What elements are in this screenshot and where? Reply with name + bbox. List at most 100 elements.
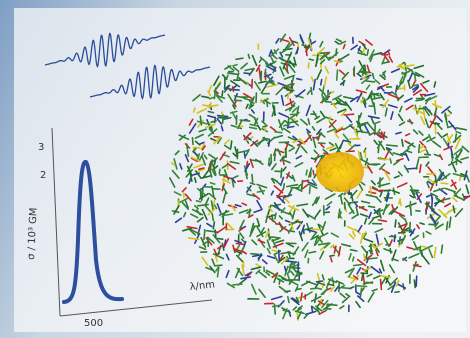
bond (384, 190, 390, 191)
bond (319, 143, 325, 144)
bond (452, 154, 453, 161)
bond (378, 144, 379, 152)
bond (294, 262, 295, 267)
bond (387, 145, 398, 146)
bond (213, 222, 214, 229)
bond (284, 125, 289, 126)
bond (354, 67, 355, 75)
bond (212, 189, 220, 190)
bond (421, 246, 427, 247)
bond (263, 126, 267, 127)
bond (362, 132, 369, 133)
bond (197, 201, 201, 202)
bond (233, 87, 234, 91)
bond (231, 141, 232, 148)
bond (309, 59, 313, 60)
bond (233, 284, 242, 285)
bond (251, 254, 259, 255)
bond (344, 114, 353, 115)
bond (370, 187, 371, 195)
bond (281, 169, 282, 178)
bond (306, 170, 307, 175)
bond (204, 230, 205, 240)
bond (406, 168, 417, 169)
y-tick-label: 2 (40, 170, 46, 181)
bond (441, 245, 442, 253)
bond (311, 88, 312, 95)
bond (447, 222, 448, 230)
bond (400, 200, 401, 205)
bond (425, 154, 431, 155)
bond (296, 222, 301, 223)
bond (330, 255, 334, 256)
bond (236, 58, 243, 59)
bond (215, 265, 222, 266)
bond (441, 183, 448, 184)
bond (367, 258, 377, 259)
bond (374, 94, 375, 99)
x-tick-label: 500 (84, 318, 103, 329)
bond (432, 198, 433, 208)
bond (429, 224, 437, 225)
cover-art: 3 2 500 λ/nm σ / 10³ GM (0, 0, 470, 338)
bond (395, 220, 396, 227)
bond (249, 209, 250, 216)
bond (312, 307, 313, 312)
bond (287, 127, 293, 128)
bond (244, 73, 249, 74)
bond (283, 184, 284, 189)
bond (362, 274, 363, 280)
bond (329, 117, 330, 122)
bond (252, 80, 253, 88)
bond (193, 138, 194, 145)
bond (399, 237, 400, 244)
bond (200, 116, 201, 125)
bond (337, 70, 338, 80)
bond (419, 108, 426, 109)
bond (297, 289, 301, 290)
bond (356, 286, 367, 287)
bond (212, 214, 213, 220)
bond (367, 50, 368, 55)
bond (415, 75, 416, 80)
bond (404, 230, 411, 231)
bond (269, 140, 270, 146)
bond (218, 239, 223, 240)
bond (336, 49, 337, 56)
bond (422, 251, 423, 256)
bond (236, 244, 243, 245)
bond (275, 213, 276, 219)
bond (435, 124, 436, 134)
bond (313, 171, 314, 175)
bond (195, 178, 196, 182)
bond (215, 230, 216, 237)
bond (343, 81, 344, 86)
chromophore-core (316, 152, 364, 192)
bond (297, 79, 302, 80)
bond (390, 159, 391, 163)
bond (265, 69, 266, 74)
bond (411, 190, 419, 191)
bond (427, 174, 435, 175)
bond (395, 292, 399, 293)
bond (252, 175, 253, 183)
bond (416, 100, 423, 101)
bond (414, 280, 415, 287)
bond (433, 123, 440, 124)
bond (321, 80, 322, 85)
y-tick-label: 3 (38, 142, 44, 153)
bond (317, 133, 321, 134)
bond (275, 132, 282, 133)
bond (416, 276, 417, 286)
bond (279, 250, 280, 261)
bond (269, 158, 270, 165)
bond (305, 47, 310, 48)
bond (317, 288, 321, 289)
bond (222, 91, 223, 96)
page: {"inset_plot": {"y_axis_label": "σ / 10³… (0, 0, 470, 338)
bond (312, 229, 323, 230)
bond (381, 280, 382, 290)
bond (188, 150, 189, 156)
bond (369, 206, 375, 207)
bond (354, 265, 362, 266)
